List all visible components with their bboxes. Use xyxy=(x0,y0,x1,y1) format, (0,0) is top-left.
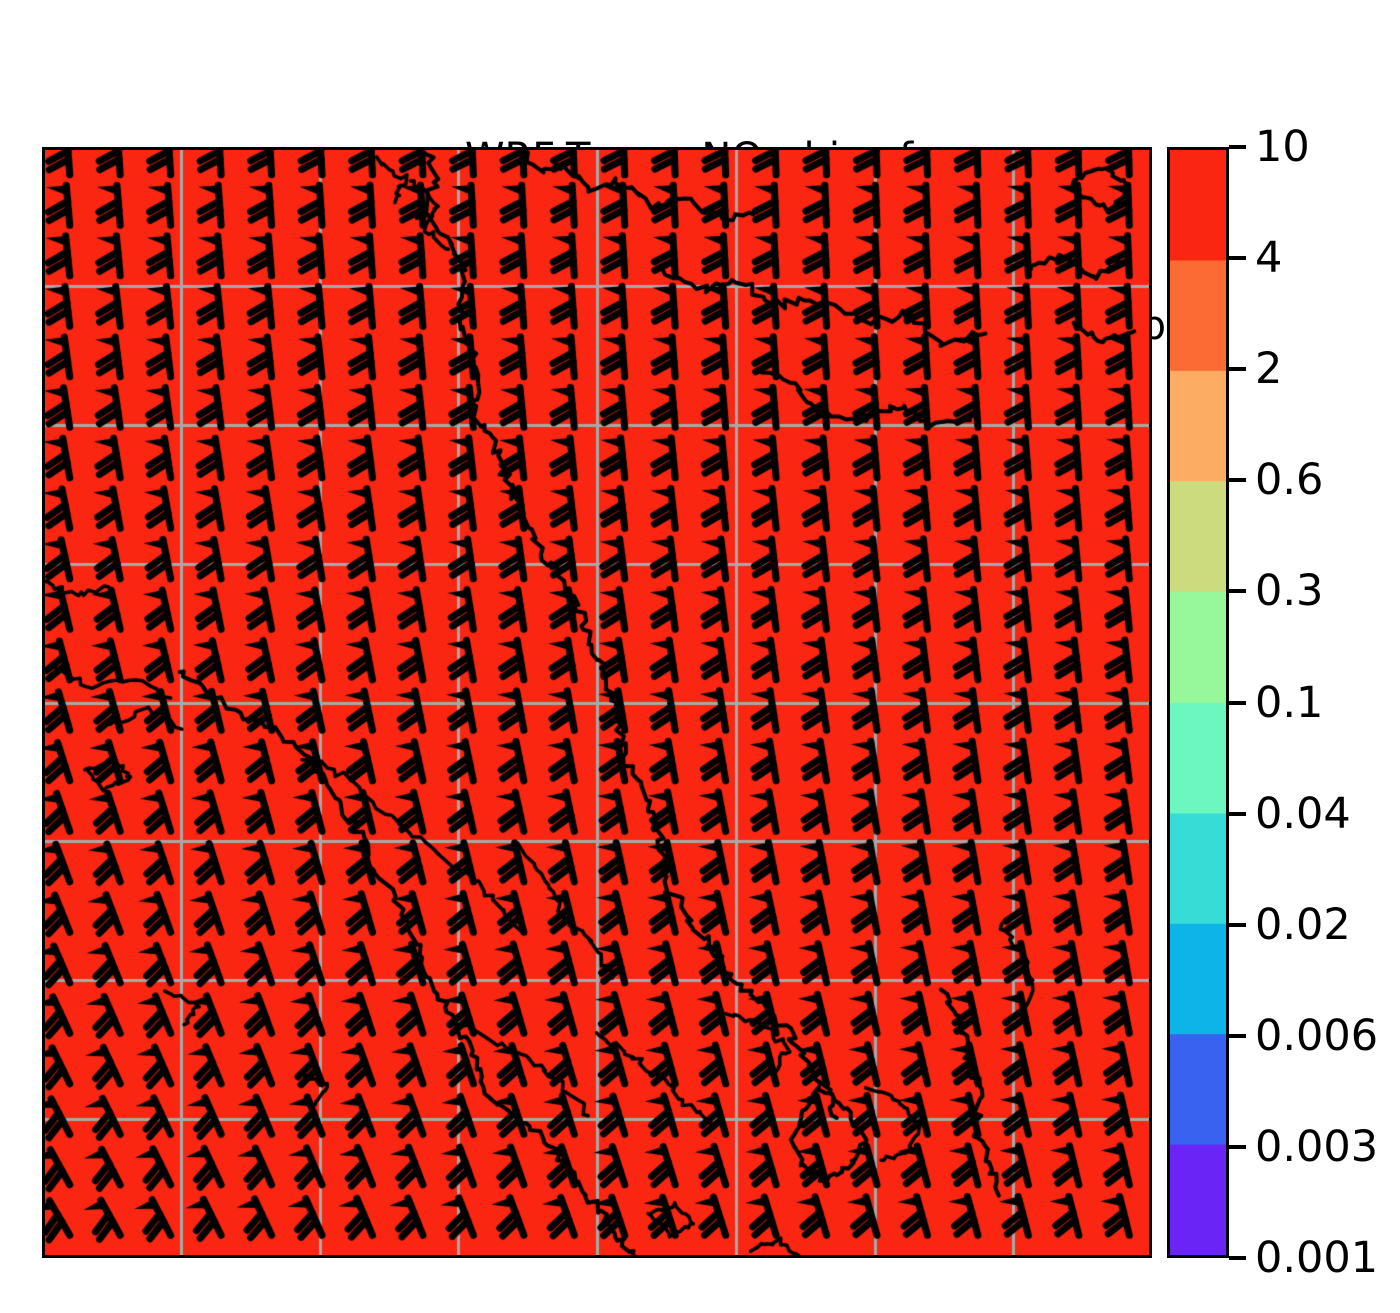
colorbar-tick-label: 0.001 xyxy=(1255,1233,1379,1283)
colorbar-tick-label: 0.003 xyxy=(1255,1122,1379,1172)
colorbar-tick-label: 2 xyxy=(1255,344,1283,394)
colorbar-tick-label: 10 xyxy=(1255,122,1310,172)
colorbar-tick-label: 4 xyxy=(1255,233,1283,283)
plot-frame-border xyxy=(42,147,1152,1258)
colorbar-tick-mark xyxy=(1229,701,1246,705)
colorbar-tick-mark xyxy=(1229,1145,1246,1149)
colorbar-tick-label: 0.6 xyxy=(1255,455,1324,505)
colorbar-tick-mark xyxy=(1229,923,1246,927)
colorbar-tick-label: 0.02 xyxy=(1255,900,1351,950)
map-plot-area xyxy=(42,147,1152,1258)
colorbar-ticks: 10 4 2 0.6 0.3 0.1 0.04 0.02 0.006 0.003 0.001 xyxy=(1229,122,1400,1283)
colorbar-tick-mark xyxy=(1229,589,1246,593)
colorbar-tick-mark xyxy=(1229,145,1246,149)
tracer-contour-map xyxy=(42,147,1152,1258)
colorbar-tick-mark xyxy=(1229,256,1246,260)
colorbar: 10 4 2 0.6 0.3 0.1 0.04 0.02 0.006 0.003 0.001 xyxy=(1167,122,1378,1283)
colorbar-gradient xyxy=(1167,147,1229,1258)
colorbar-tick-label: 0.3 xyxy=(1255,566,1324,616)
colorbar-tick-label: 0.006 xyxy=(1255,1011,1379,1061)
colorbar-tick-label: 0.1 xyxy=(1255,678,1324,728)
colorbar-tick-mark xyxy=(1229,1034,1246,1038)
colorbar-tick-mark xyxy=(1229,812,1246,816)
colorbar-tick-mark xyxy=(1229,478,1246,482)
colorbar-tick-label: 0.04 xyxy=(1255,789,1351,839)
colorbar-tick-mark xyxy=(1229,1256,1246,1260)
colorbar-tick-mark xyxy=(1229,367,1246,371)
